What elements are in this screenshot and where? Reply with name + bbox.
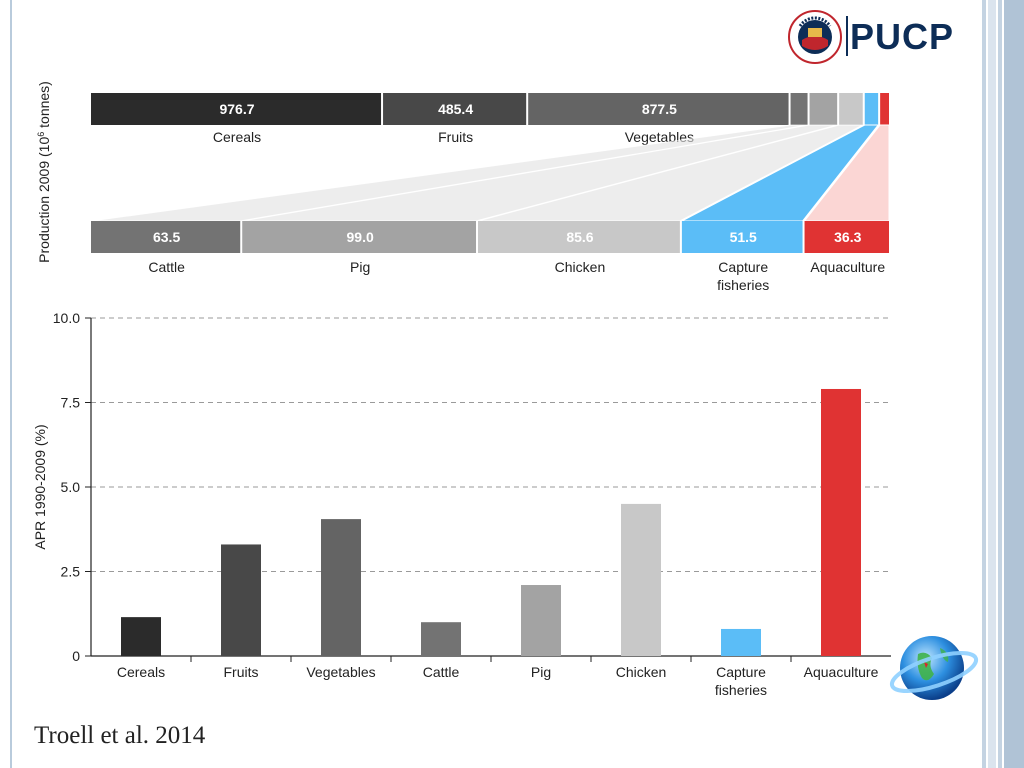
bottom-category-label-capture-fisheries: fisheries (717, 277, 769, 293)
production-axis-label: Production 2009 (106 tonnes) (36, 81, 52, 263)
slide-left-rule (10, 0, 12, 768)
apr-chart: 0 2.5 5.0 7.5 10.0 Cereals Fruits Vegetables Cat… (32, 310, 891, 698)
bottom-category-label-pig: Pig (350, 259, 370, 275)
x-tick-label-cereals: Cereals (117, 664, 165, 680)
top-bar-aquaculture (880, 93, 889, 125)
slide-right-frame (998, 0, 1002, 768)
top-bar-cereals (91, 93, 382, 125)
x-tick-label-chicken: Chicken (616, 664, 667, 680)
bottom-bar-value-pig: 99.0 (347, 229, 374, 245)
bottom-bar-value-cattle: 63.5 (153, 229, 180, 245)
production-and-growth-chart: 976.7 485.4 877.5 Cereals Fruits Vegetables 63… (32, 81, 891, 698)
apr-bar-vegetables (321, 519, 361, 656)
apr-axis-label: APR 1990-2009 (%) (32, 424, 48, 549)
apr-bar-pig (521, 585, 561, 656)
apr-bar-cattle (421, 622, 461, 656)
bottom-bar-value-aquaculture: 36.3 (834, 229, 861, 245)
logo-divider (846, 16, 848, 56)
bottom-category-label-chicken: Chicken (555, 259, 606, 275)
top-bar-capture-fisheries (864, 93, 879, 125)
x-tick-label-capture-fisheries: Capture (716, 664, 766, 680)
slide-right-frame (988, 0, 996, 768)
logo-text: PUCP (850, 16, 955, 57)
top-category-label-fruits: Fruits (438, 129, 473, 145)
top-bar-pig (809, 93, 838, 125)
x-tick-label-pig: Pig (531, 664, 551, 680)
bottom-category-label-capture-fisheries: Capture (718, 259, 768, 275)
x-tick-label-vegetables: Vegetables (306, 664, 375, 680)
apr-bar-capture-fisheries (721, 628, 761, 656)
slide-right-frame (982, 0, 986, 768)
bottom-bar-value-chicken: 85.6 (566, 229, 593, 245)
globe-icon (889, 636, 979, 700)
pucp-logo: PUCP (788, 10, 978, 66)
apr-bar-chicken (621, 503, 661, 656)
apr-bar-cereals (121, 617, 161, 656)
bottom-category-label-cattle: Cattle (148, 259, 185, 275)
bottom-bar-cattle (91, 221, 241, 253)
apr-bar-aquaculture (821, 388, 861, 656)
top-bar-value-fruits: 485.4 (438, 101, 473, 117)
bottom-bar-value-capture-fisheries: 51.5 (730, 229, 757, 245)
y-tick-label: 10.0 (53, 310, 80, 326)
top-bar-cattle (790, 93, 808, 125)
bottom-bar-chicken (478, 221, 680, 253)
bottom-category-label-aquaculture: Aquaculture (810, 259, 885, 275)
top-bar-chicken (839, 93, 863, 125)
citation: Troell et al. 2014 (34, 722, 206, 749)
x-tick-label-capture-fisheries: fisheries (715, 682, 767, 698)
x-tick-label-cattle: Cattle (423, 664, 460, 680)
y-tick-label: 0 (72, 648, 80, 664)
slide-right-frame (1004, 0, 1024, 768)
pucp-seal-icon (788, 10, 842, 64)
x-tick-label-aquaculture: Aquaculture (804, 664, 879, 680)
x-tick-label-fruits: Fruits (224, 664, 259, 680)
y-tick-label: 5.0 (61, 479, 81, 495)
top-bar-vegetables (528, 93, 789, 125)
y-tick-label: 2.5 (61, 564, 81, 580)
top-bar-value-cereals: 976.7 (219, 101, 254, 117)
bottom-bar-aquaculture (804, 221, 889, 253)
y-tick-label: 7.5 (61, 395, 81, 411)
apr-bar-fruits (221, 544, 261, 656)
bottom-bar-pig (242, 221, 477, 253)
top-bar-value-vegetables: 877.5 (642, 101, 677, 117)
top-category-label-cereals: Cereals (213, 129, 261, 145)
top-bar-fruits (383, 93, 527, 125)
bottom-bar-capture-fisheries (681, 221, 803, 253)
